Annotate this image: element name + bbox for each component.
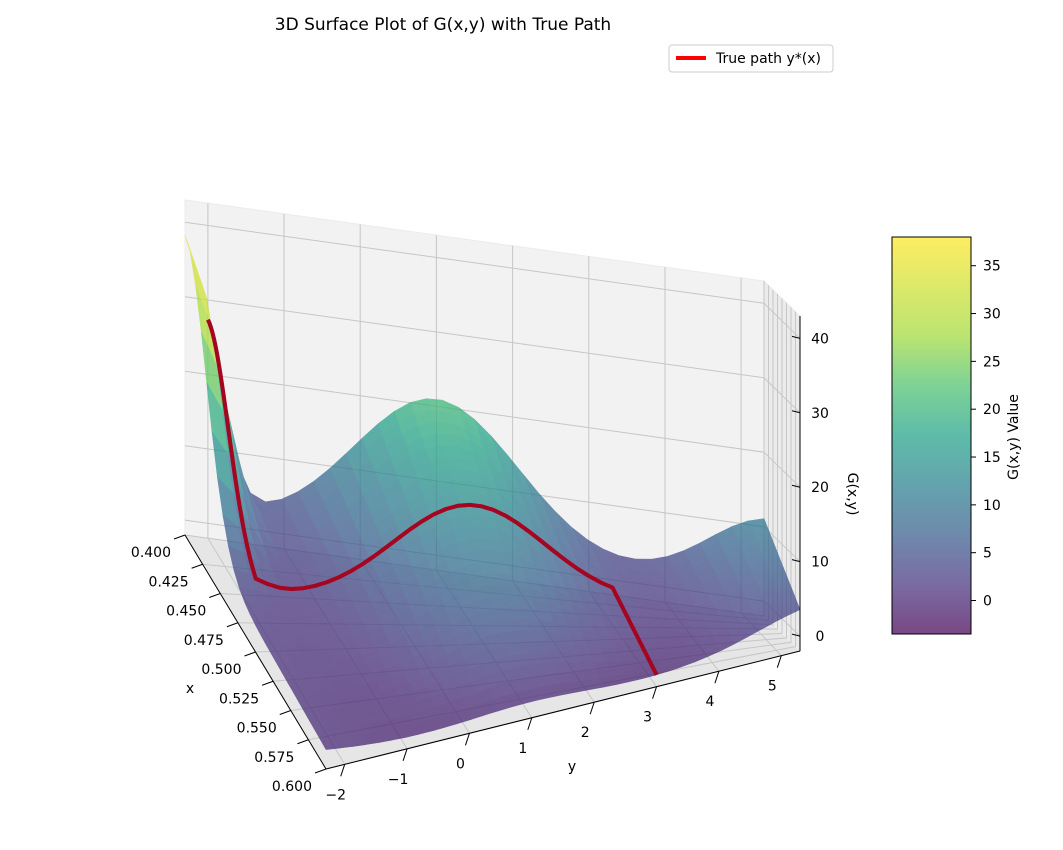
x-tick-label: 0.525 — [219, 691, 259, 707]
surface-facet — [320, 738, 340, 750]
z-tick-label: 10 — [811, 555, 829, 571]
x-tick-label: 0.400 — [131, 545, 171, 561]
x-tick-mark — [244, 651, 256, 657]
y-tick-mark — [527, 717, 533, 730]
z-tick-mark — [791, 335, 801, 339]
y-tick-mark — [402, 748, 408, 761]
legend-frame — [668, 44, 834, 73]
colorbar-frame — [891, 236, 972, 635]
surface-facet — [642, 598, 661, 604]
surface-facet — [634, 558, 655, 564]
z-axis-label: G(x,y) — [844, 473, 860, 516]
colorbar-tick-label: 30 — [983, 307, 1001, 323]
z-axis-ticks: 0 10 20 30 40 — [791, 331, 829, 645]
x-tick-mark — [191, 563, 203, 569]
x-tick-label: 0.475 — [184, 633, 224, 649]
y-tick-label: −2 — [325, 787, 346, 803]
x-tick-mark — [209, 593, 221, 598]
legend: True path y*(x) — [668, 44, 834, 73]
colorbar-tick-label: 15 — [983, 450, 1001, 466]
y-tick-mark — [589, 702, 595, 715]
colorbar-tick-label: 35 — [983, 259, 1001, 275]
y-tick-label: 1 — [518, 741, 527, 757]
x-axis-ticks: 0.400 0.425 0.450 0.475 0.500 0.525 0.550 0.575… — [131, 534, 327, 795]
gridline-z — [184, 221, 801, 339]
z-tick-mark — [791, 484, 801, 488]
colorbar-tick-label: 5 — [983, 546, 992, 562]
gridline-z — [184, 296, 801, 414]
colorbar-tick-label: 25 — [983, 354, 1001, 370]
y-tick-label: 3 — [643, 710, 652, 726]
z-tick-mark — [791, 410, 801, 414]
y-tick-label: 5 — [768, 679, 777, 695]
y-tick-label: 0 — [456, 756, 465, 772]
y-axis-line — [325, 650, 801, 770]
y-tick-mark — [464, 733, 470, 746]
y-tick-mark — [714, 671, 720, 684]
surface-facet — [640, 619, 659, 625]
x-tick-mark — [279, 710, 291, 715]
surface — [184, 234, 801, 750]
legend-label: True path y*(x) — [715, 51, 821, 67]
z-tick-label: 30 — [811, 406, 829, 422]
y-tick-mark — [340, 764, 346, 777]
true-path-shade — [206, 318, 659, 676]
z-tick-label: 40 — [811, 331, 829, 347]
surface-facet — [640, 593, 659, 599]
y-tick-label: 4 — [705, 694, 714, 710]
x-tick-mark — [173, 534, 186, 540]
y-tick-mark — [652, 686, 658, 699]
colorbar-ticks: 0 5 10 15 20 25 30 35 — [971, 259, 1001, 610]
colorbar: 0 5 10 15 20 25 30 35 G(x,y) Value — [891, 236, 1022, 635]
y-axis-ticks: −2 −1 0 1 2 3 4 5 — [325, 655, 782, 803]
y-tick-label: 2 — [581, 725, 590, 741]
colorbar-tick-label: 10 — [983, 498, 1001, 514]
x-tick-label: 0.575 — [254, 750, 294, 766]
z-tick-mark — [791, 559, 801, 563]
z-tick-label: 20 — [811, 480, 829, 496]
x-tick-label: 0.600 — [272, 779, 312, 795]
colorbar-gradient — [892, 237, 971, 634]
gridline-z — [184, 370, 801, 488]
x-tick-mark — [297, 739, 309, 745]
y-tick-label: −1 — [388, 772, 409, 788]
colorbar-label: G(x,y) Value — [1006, 394, 1022, 480]
true-path — [206, 318, 659, 676]
x-tick-mark — [314, 768, 327, 774]
chart-title: 3D Surface Plot of G(x,y) with True Path — [275, 15, 611, 35]
y-axis-label: y — [568, 759, 576, 775]
colorbar-tick-label: 20 — [983, 402, 1001, 418]
x-tick-label: 0.425 — [149, 574, 189, 590]
z-tick-label: 0 — [816, 629, 825, 645]
x-tick-mark — [226, 622, 239, 628]
colorbar-tick-label: 0 — [983, 594, 992, 610]
x-tick-mark — [261, 680, 274, 686]
y-tick-mark — [776, 655, 782, 668]
surface-facet — [637, 562, 657, 568]
x-tick-label: 0.500 — [201, 662, 241, 678]
x-axis-label: x — [186, 681, 194, 697]
z-tick-mark — [791, 633, 801, 637]
axes-3d: 0.400 0.425 0.450 0.475 0.500 0.525 0.550 0.575… — [131, 199, 860, 803]
x-tick-label: 0.550 — [237, 721, 277, 737]
x-tick-label: 0.450 — [166, 604, 206, 620]
